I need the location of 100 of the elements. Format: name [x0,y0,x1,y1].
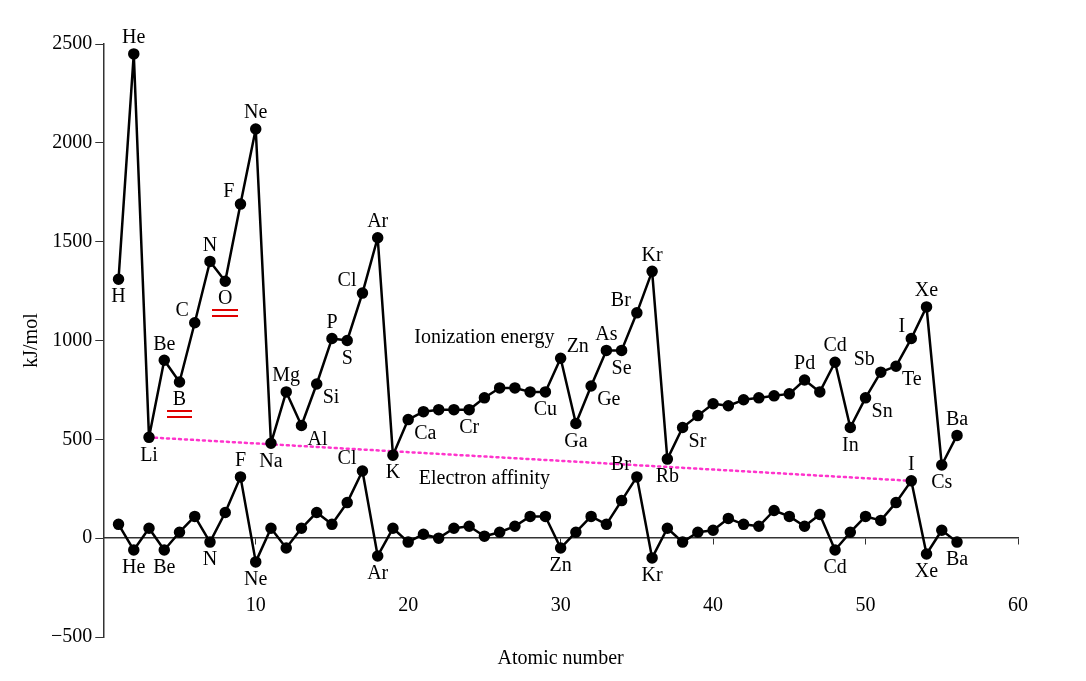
annotation: Se [611,355,632,378]
point [143,522,155,535]
point [448,522,460,535]
point [509,382,521,394]
annotation: Li [140,442,159,465]
point [829,544,841,556]
annotation: Cl [337,446,357,469]
annotation: Sr [688,428,707,451]
x-tick-label: 10 [245,593,266,616]
point [692,409,704,422]
annotation: Cl [337,268,357,291]
point [326,332,338,345]
annotation: Kr [641,563,663,586]
point [600,518,613,531]
point [249,123,262,135]
point [128,544,140,556]
point [768,390,780,402]
annotation: Pd [794,351,816,374]
point [737,394,750,406]
x-tick-label: 30 [550,593,571,616]
point [341,334,353,347]
annotation: Mg [272,363,301,387]
series-label: Electron affinity [418,465,551,489]
point [128,48,140,60]
annotation: H [111,284,126,307]
annotation: Na [259,448,283,471]
point [676,536,689,548]
annotation: Br [610,288,632,311]
point [676,421,689,434]
annotation: Zn [549,553,572,576]
point [524,510,536,523]
annotation: Cs [931,470,953,493]
point [204,255,216,268]
x-tick-label: 40 [703,593,724,616]
point [478,530,491,542]
point [722,512,735,525]
point [707,398,719,410]
point [478,392,491,404]
point [280,386,292,398]
annotation: Be [153,555,176,578]
point [356,465,369,477]
annotation: B [172,387,187,410]
point [585,380,597,392]
annotation: Ar [367,561,389,584]
annotation: Ne [244,567,268,590]
point [905,475,918,487]
point [173,376,186,388]
y-tick-label: 500 [62,426,93,449]
point [737,518,750,531]
point [890,496,902,509]
point [234,198,247,210]
point [356,287,369,299]
annotation: Sn [871,399,893,422]
series-label: Ionization energy [414,325,555,349]
annotation: C [175,297,189,320]
annotation: Be [153,331,176,354]
annotation: In [841,432,859,455]
point [859,392,872,404]
point [387,449,399,461]
point [844,526,857,538]
annotation: Ba [945,406,969,429]
y-axis-title: kJ/mol [19,312,42,368]
point [265,437,277,450]
point [432,403,445,416]
point [798,520,811,533]
point [615,494,628,507]
annotation: I [898,313,906,336]
point [189,510,201,523]
point [768,504,780,517]
point [234,471,247,483]
annotation: As [595,321,618,344]
annotation: Cr [459,414,480,437]
annotation: S [341,345,353,368]
point [554,352,567,365]
annotation: Ga [564,428,588,451]
y-tick-label: 1000 [52,327,93,350]
point [829,356,841,368]
point [798,374,811,386]
point [890,360,902,372]
point [432,532,445,544]
x-tick-label: 20 [398,593,419,616]
point [341,496,353,509]
annotation: Ne [244,100,268,123]
point [539,386,552,398]
point [310,378,323,390]
annotation: O [218,286,233,309]
point [371,231,384,244]
annotation: K [385,460,401,483]
point [951,429,963,442]
point [219,506,231,519]
point [631,307,643,319]
point [219,275,231,287]
annotation: N [202,547,218,570]
annotation: Sb [853,347,875,370]
point [814,386,826,398]
point [646,552,658,564]
point [631,471,643,483]
point [158,544,171,556]
point [920,301,933,313]
point [493,526,506,538]
